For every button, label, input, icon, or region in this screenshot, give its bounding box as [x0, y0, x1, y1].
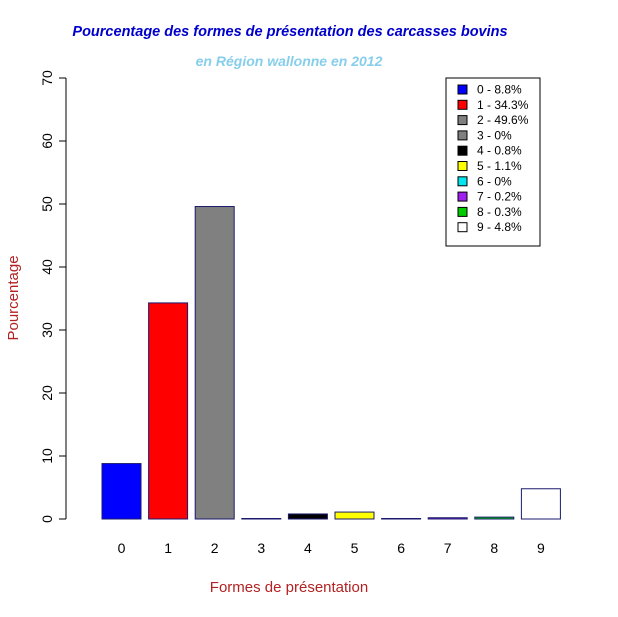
legend-entry: 6 - 0% [477, 174, 512, 188]
x-tick-label: 9 [537, 540, 545, 556]
x-tick-label: 0 [118, 540, 126, 556]
y-tick-label: 40 [39, 259, 55, 275]
x-axis-tick-labels: 0 1 2 3 4 5 6 7 8 9 [118, 540, 545, 556]
legend-entry: 8 - 0.3% [477, 205, 522, 219]
x-tick-label: 7 [444, 540, 452, 556]
legend-swatch [457, 84, 468, 95]
bar-5 [334, 511, 375, 520]
bar-3 [241, 518, 282, 520]
x-tick-label: 3 [257, 540, 265, 556]
bar-2 [194, 206, 235, 520]
y-tick-label: 70 [39, 70, 55, 86]
legend-entry: 4 - 0.8% [477, 144, 522, 158]
chart-subtitle: en Région wallonne en 2012 [196, 53, 383, 69]
legend-swatch [457, 191, 468, 202]
x-tick-label: 4 [304, 540, 312, 556]
bar-1 [148, 302, 189, 520]
y-tick-label: 0 [39, 515, 55, 523]
legend-swatch [457, 176, 468, 187]
x-tick-label: 6 [397, 540, 405, 556]
y-tick-label: 10 [39, 448, 55, 464]
bars [101, 206, 561, 520]
legend-entry: 7 - 0.2% [477, 190, 522, 204]
legend-swatch [457, 99, 468, 110]
legend-swatch [457, 161, 468, 171]
x-tick-label: 5 [351, 540, 359, 556]
bar-0 [101, 463, 142, 520]
legend-entry: 3 - 0% [477, 128, 512, 142]
legend-swatch [457, 130, 468, 141]
legend: 0 - 8.8%1 - 34.3%2 - 49.6%3 - 0% 4 - 0.8%… [445, 77, 541, 247]
x-tick-label: 2 [211, 540, 219, 556]
legend-swatch [457, 222, 468, 233]
chart-title: Pourcentage des formes de présentation d… [72, 24, 507, 40]
legend-swatch [457, 206, 468, 217]
legend-swatch [457, 145, 468, 156]
bar-9 [520, 488, 561, 520]
legend-swatch [457, 115, 468, 126]
legend-entry: 0 - 8.8% [477, 83, 522, 97]
y-axis-ticks: 0 10 20 30 40 50 60 70 [39, 70, 66, 523]
bar-7 [427, 517, 468, 520]
legend-entry: 5 - 1.1% [477, 159, 522, 173]
legend-entry: 9 - 4.8% [477, 220, 522, 234]
legend-entry: 1 - 34.3% [477, 98, 529, 112]
y-tick-label: 30 [39, 322, 55, 338]
y-tick-label: 60 [39, 133, 55, 149]
x-axis-label: Formes de présentation [210, 579, 368, 596]
y-axis-label: Pourcentage [5, 255, 22, 340]
y-tick-label: 20 [39, 385, 55, 401]
bar-4 [287, 513, 328, 520]
x-tick-label: 1 [164, 540, 172, 556]
bar-6 [381, 518, 422, 520]
bar-8 [474, 516, 515, 520]
legend-entry: 2 - 49.6% [477, 113, 529, 127]
y-tick-label: 50 [39, 196, 55, 212]
x-tick-label: 8 [490, 540, 498, 556]
